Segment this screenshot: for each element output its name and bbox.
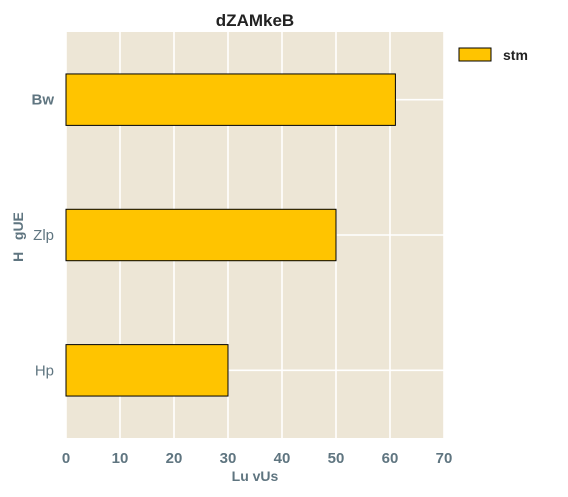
x-tick-label: 50	[328, 450, 345, 467]
y-axis-label: H gUE	[10, 212, 26, 262]
legend: stm	[458, 47, 528, 63]
x-tick-labels: 0 10 20 30 40 50 60 70	[62, 450, 453, 467]
legend-swatch	[458, 47, 492, 62]
y-tick-label: Zlp	[33, 227, 54, 244]
y-tick-label: Bw	[32, 92, 55, 109]
x-tick-label: 40	[274, 450, 291, 467]
legend-label: stm	[503, 47, 528, 63]
x-tick-label: 0	[62, 450, 70, 467]
x-tick-label: 20	[166, 450, 183, 467]
x-tick-label: 30	[220, 450, 237, 467]
x-tick-label: 10	[112, 450, 129, 467]
y-tick-labels: Bw Zlp Hp	[32, 92, 55, 380]
y-tick-label: Hp	[35, 362, 54, 379]
x-axis-label: Lu vUs	[232, 468, 279, 484]
x-tick-label: 60	[382, 450, 399, 467]
bar-zlp	[65, 208, 337, 262]
bars	[65, 73, 396, 397]
x-tick-label: 70	[436, 450, 453, 467]
bar-hp	[65, 344, 229, 397]
bar-bw	[65, 73, 396, 126]
chart-title: dZAMkeB	[216, 11, 294, 30]
